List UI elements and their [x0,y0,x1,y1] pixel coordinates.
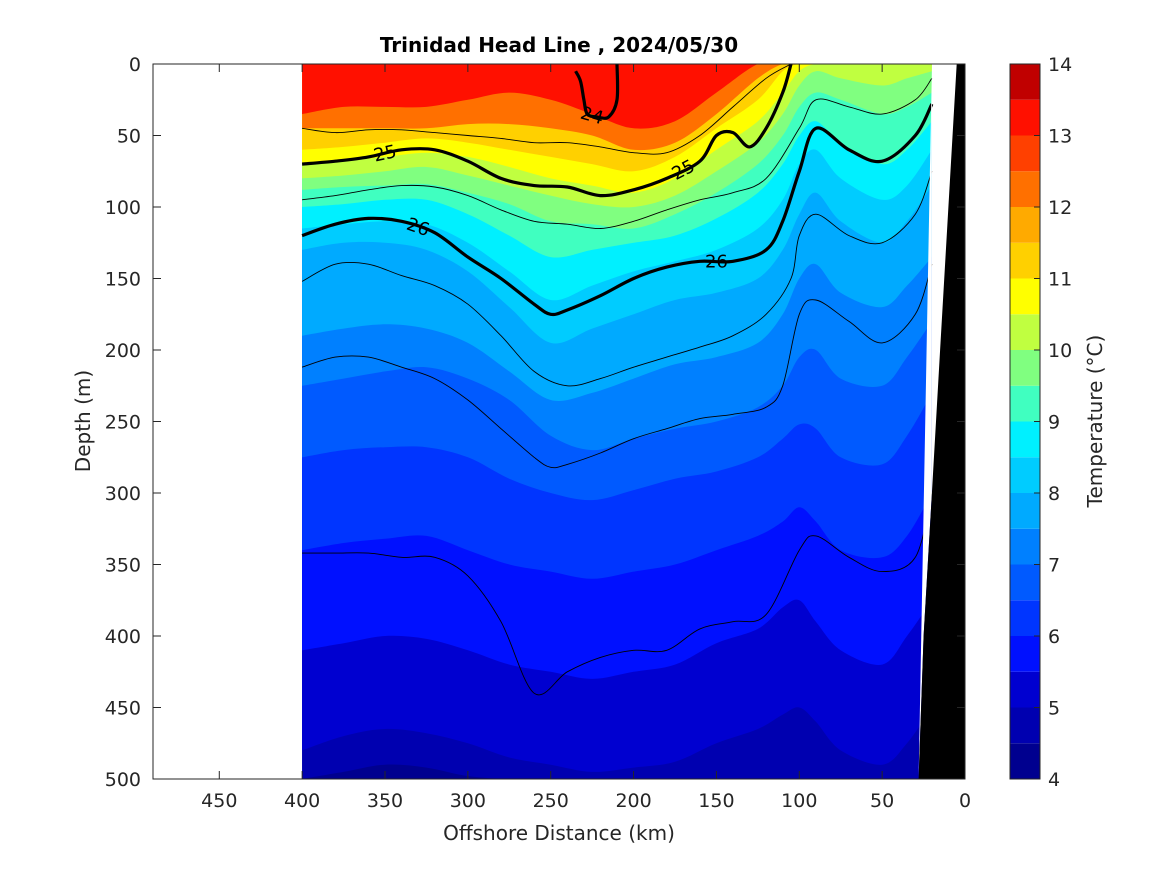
colorbar-swatch [1010,600,1040,636]
colorbar-swatch [1010,314,1040,350]
x-tick-label: 50 [870,790,894,812]
seafloor-bathymetry [918,64,965,779]
colorbar-tick-label: 11 [1048,269,1072,291]
colorbar-swatch [1010,421,1040,458]
x-tick-label: 400 [284,790,320,812]
colorbar-tick-label: 12 [1048,197,1072,219]
y-tick-label: 50 [117,126,141,148]
colorbar-swatch [1010,636,1040,672]
colorbar-swatch [1010,671,1040,708]
density-contour-26 [301,103,934,317]
contour-label-25-0: 25 [372,141,399,166]
temperature-fill-layer [302,64,932,779]
y-axis-title: Depth (m) [71,370,95,472]
x-tick-label: 200 [615,790,651,812]
colorbar-swatch [1010,564,1040,601]
x-tick-label: 150 [698,790,734,812]
y-tick-label: 0 [129,54,141,76]
colorbar-swatch [1010,457,1040,493]
density-contour-24 [574,64,620,120]
colorbar-tick-label: 13 [1048,126,1072,148]
x-tick-label: 250 [533,790,569,812]
y-tick-label: 300 [105,483,141,505]
x-tick-label: 0 [959,790,971,812]
x-tick-label: 300 [450,790,486,812]
y-tick-label: 400 [105,626,141,648]
density-contour-thin-4 [302,492,933,696]
y-tick-label: 250 [105,412,141,434]
colorbar-swatch [1010,135,1040,172]
colorbar-swatch [1010,242,1040,279]
density-contour-thin-1 [302,78,933,229]
x-tick-label: 350 [367,790,403,812]
colorbar-swatch [1010,385,1040,422]
colorbar-tick-label: 9 [1048,412,1060,434]
colorbar-swatch [1010,207,1040,243]
chart-title: Trinidad Head Line , 2024/05/30 [380,33,738,57]
colorbar-tick-label: 7 [1048,555,1060,577]
colorbar-swatch [1010,743,1040,779]
contour-label-26-1: 26 [705,251,728,272]
colorbar-tick-label: 4 [1048,769,1060,791]
colorbar-swatch [1010,64,1040,100]
colorbar-tick-label: 5 [1048,698,1060,720]
colorbar-tick-label: 14 [1048,54,1072,76]
colorbar-swatch [1010,528,1040,565]
y-tick-label: 450 [105,698,141,720]
colorbar-swatch [1010,350,1040,386]
axes-layer: 450 400 350 300 250 200 150 100 50 00501001502002… [105,54,971,812]
colorbar-swatch [1010,707,1040,744]
y-tick-label: 500 [105,769,141,791]
colorbar-title: Temperature (°C) [1083,335,1107,509]
colorbar-swatch [1010,171,1040,207]
y-tick-label: 150 [105,269,141,291]
x-axis-title: Offshore Distance (km) [443,821,675,845]
density-contour-25 [301,64,793,198]
colorbar: 4 5 6 7 8 9 10 11 12 13 14 [1009,54,1072,791]
density-contour-thin-2 [301,171,933,387]
colorbar-swatch [1010,99,1040,136]
colorbar-swatch [1010,493,1040,529]
density-contour-thin-0 [302,64,792,155]
x-tick-label: 450 [201,790,237,812]
density-contour-thin-3 [301,264,933,469]
colorbar-tick-label: 10 [1048,340,1072,362]
y-tick-label: 200 [105,340,141,362]
colorbar-tick-label: 8 [1048,483,1060,505]
y-tick-label: 100 [105,197,141,219]
x-tick-label: 100 [781,790,817,812]
y-tick-label: 350 [105,555,141,577]
colorbar-tick-label: 6 [1048,626,1060,648]
bathymetry-layer [918,64,965,779]
colorbar-swatch [1010,278,1040,315]
